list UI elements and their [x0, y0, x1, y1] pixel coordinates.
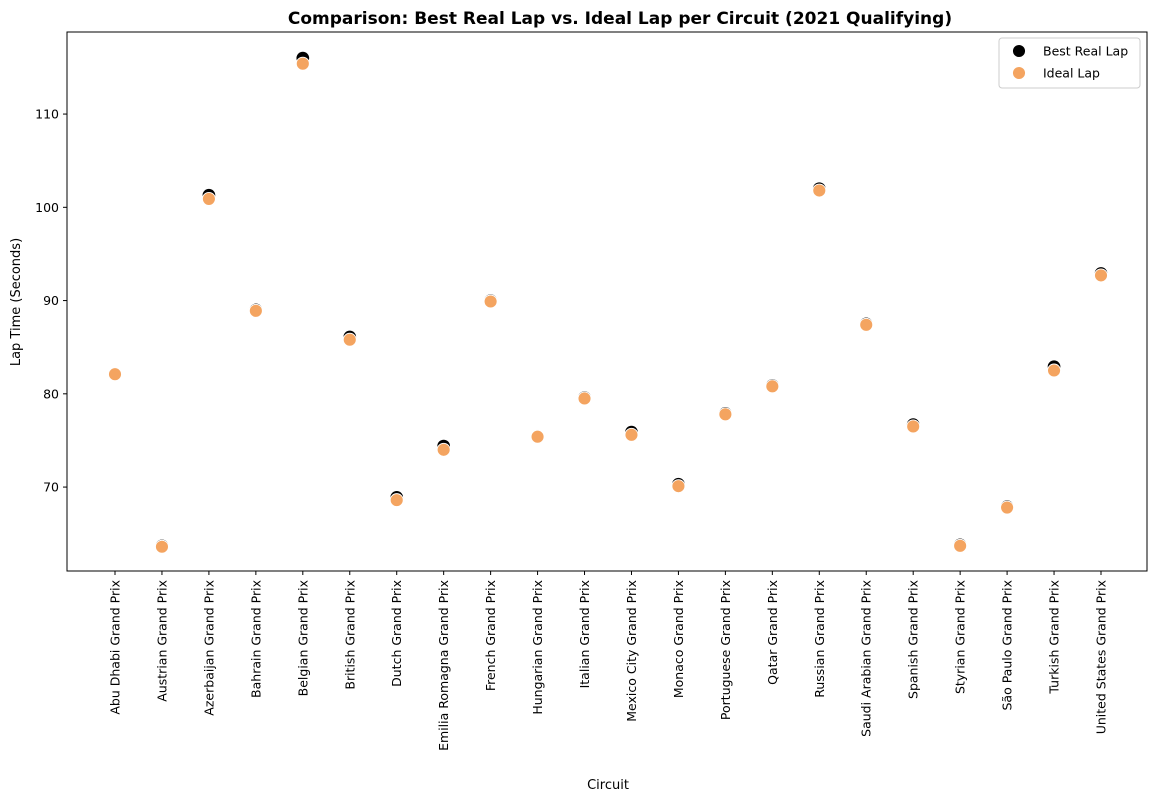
- y-tick-label: 100: [35, 200, 59, 215]
- y-tick-label: 110: [35, 107, 59, 122]
- x-tick-label: Spanish Grand Prix: [906, 580, 921, 699]
- x-tick-label: Italian Grand Prix: [577, 580, 592, 688]
- x-tick-label: Hungarian Grand Prix: [530, 580, 545, 715]
- ideal-lap-point: [155, 539, 169, 554]
- ideal-lap-point: [624, 427, 639, 442]
- ideal-lap-point: [859, 317, 874, 332]
- y-tick-label: 70: [43, 480, 59, 495]
- plot-area: 70 80 90 100 110 Abu Dhabi Grand Prix Austrian…: [35, 31, 1148, 751]
- x-tick-label: Russian Grand Prix: [812, 580, 827, 698]
- x-tick-label: Bahrain Grand Prix: [248, 580, 263, 698]
- x-tick-label: Styrian Grand Prix: [953, 580, 968, 694]
- ideal-lap-point: [812, 183, 827, 198]
- ideal-lap-point: [718, 407, 733, 422]
- ideal-lap-point: [577, 391, 592, 406]
- axes-frame: [66, 31, 1148, 572]
- x-tick-label: Qatar Grand Prix: [765, 580, 780, 685]
- legend-marker-best-real-lap: [1012, 44, 1026, 58]
- legend: Best Real Lap Ideal Lap: [998, 37, 1141, 89]
- ideal-lap-point: [906, 419, 921, 434]
- ideal-lap-point: [1000, 500, 1015, 515]
- x-tick-label: Azerbaijan Grand Prix: [201, 580, 216, 716]
- x-tick-label: British Grand Prix: [342, 580, 357, 690]
- x-tick-label: French Grand Prix: [483, 580, 498, 691]
- chart-title: Comparison: Best Real Lap vs. Ideal Lap …: [288, 9, 952, 29]
- legend-label-ideal-lap: Ideal Lap: [1043, 66, 1100, 81]
- ideal-lap-point: [295, 56, 310, 71]
- legend-label-best-real-lap: Best Real Lap: [1043, 44, 1128, 59]
- y-axis-label: Lap Time (Seconds): [9, 238, 24, 366]
- ideal-lap-point: [1094, 268, 1108, 283]
- ideal-lap-point: [765, 379, 780, 394]
- x-tick-label: Turkish Grand Prix: [1047, 580, 1062, 695]
- legend-box: [998, 37, 1141, 89]
- x-axis-label: Circuit: [587, 778, 629, 793]
- x-tick-label: Saudi Arabian Grand Prix: [859, 580, 874, 737]
- x-tick-label: Emilia Romagna Grand Prix: [436, 580, 451, 751]
- x-tick-label: Monaco Grand Prix: [671, 580, 686, 698]
- legend-marker-ideal-lap: [1012, 66, 1026, 80]
- y-tick-label: 90: [43, 293, 59, 308]
- ideal-lap-point: [483, 294, 498, 309]
- x-tick-label: Belgian Grand Prix: [295, 580, 310, 696]
- ideal-lap-point: [953, 538, 968, 553]
- ideal-lap-point: [201, 191, 216, 206]
- ideal-lap-point: [436, 442, 451, 457]
- ideal-lap-point: [342, 332, 357, 347]
- x-tick-label: Portuguese Grand Prix: [718, 580, 733, 720]
- y-tick-label: 80: [43, 386, 59, 401]
- x-tick-label: Mexico City Grand Prix: [624, 580, 639, 722]
- x-tick-label: Abu Dhabi Grand Prix: [108, 580, 123, 715]
- ideal-lap-point: [671, 479, 686, 494]
- x-tick-label: São Paulo Grand Prix: [1000, 580, 1015, 711]
- x-tick-label: United States Grand Prix: [1094, 580, 1109, 734]
- ideal-lap-point: [389, 493, 404, 508]
- ideal-lap-point: [1047, 363, 1061, 378]
- x-tick-label: Dutch Grand Prix: [389, 580, 404, 687]
- ideal-lap-point: [530, 429, 545, 444]
- x-tick-label: Austrian Grand Prix: [154, 580, 169, 702]
- ideal-lap-point: [248, 303, 263, 318]
- ideal-lap-point: [108, 367, 122, 382]
